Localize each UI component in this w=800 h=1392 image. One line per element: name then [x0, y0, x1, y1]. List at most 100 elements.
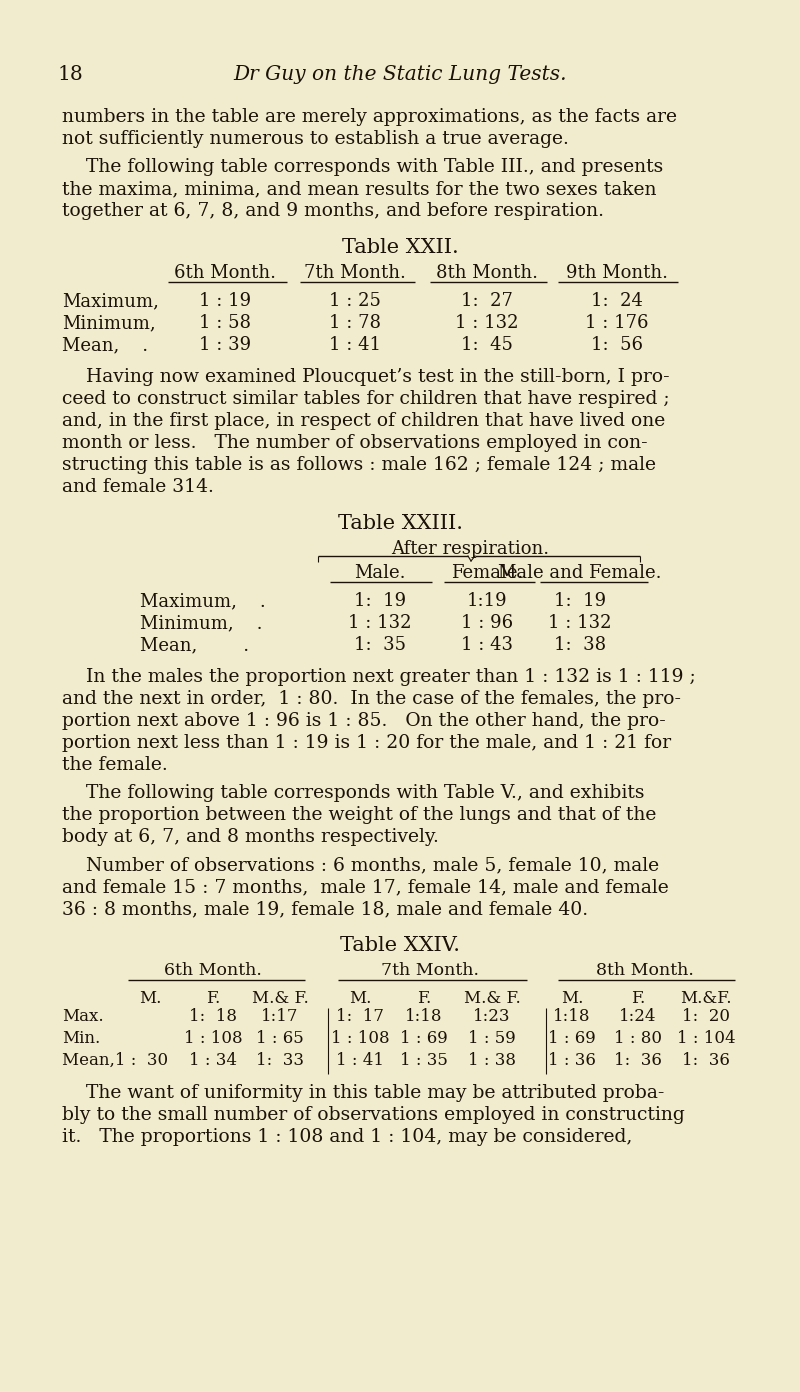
- Text: 1 : 39: 1 : 39: [199, 335, 251, 354]
- Text: body at 6, 7, and 8 months respectively.: body at 6, 7, and 8 months respectively.: [62, 828, 439, 846]
- Text: 1 : 25: 1 : 25: [329, 292, 381, 310]
- Text: 1:18: 1:18: [406, 1008, 442, 1025]
- Text: M.&F.: M.&F.: [680, 990, 732, 1006]
- Text: 8th Month.: 8th Month.: [596, 962, 694, 979]
- Text: and female 15 : 7 months,  male 17, female 14, male and female: and female 15 : 7 months, male 17, femal…: [62, 878, 669, 896]
- Text: portion next above 1 : 96 is 1 : 85.   On the other hand, the pro-: portion next above 1 : 96 is 1 : 85. On …: [62, 711, 666, 729]
- Text: Dr Guy on the Static Lung Tests.: Dr Guy on the Static Lung Tests.: [234, 65, 566, 84]
- Text: and the next in order,  1 : 80.  In the case of the females, the pro-: and the next in order, 1 : 80. In the ca…: [62, 690, 681, 709]
- Text: portion next less than 1 : 19 is 1 : 20 for the male, and 1 : 21 for: portion next less than 1 : 19 is 1 : 20 …: [62, 734, 671, 752]
- Text: 8th Month.: 8th Month.: [436, 264, 538, 283]
- Text: Table XXII.: Table XXII.: [342, 238, 458, 258]
- Text: M.: M.: [139, 990, 161, 1006]
- Text: Maximum,    .: Maximum, .: [140, 592, 266, 610]
- Text: Min.: Min.: [62, 1030, 100, 1047]
- Text: M.& F.: M.& F.: [464, 990, 520, 1006]
- Text: 1 : 108: 1 : 108: [330, 1030, 390, 1047]
- Text: F.: F.: [417, 990, 431, 1006]
- Text: 1:23: 1:23: [474, 1008, 510, 1025]
- Text: bly to the small number of observations employed in constructing: bly to the small number of observations …: [62, 1107, 685, 1123]
- Text: 9th Month.: 9th Month.: [566, 264, 668, 283]
- Text: the maxima, minima, and mean results for the two sexes taken: the maxima, minima, and mean results for…: [62, 180, 657, 198]
- Text: 1 : 108: 1 : 108: [184, 1030, 242, 1047]
- Text: 1:  24: 1: 24: [591, 292, 643, 310]
- Text: Number of observations : 6 months, male 5, female 10, male: Number of observations : 6 months, male …: [62, 856, 659, 874]
- Text: 1 : 80: 1 : 80: [614, 1030, 662, 1047]
- Text: 7th Month.: 7th Month.: [304, 264, 406, 283]
- Text: 1:19: 1:19: [466, 592, 507, 610]
- Text: 1 : 104: 1 : 104: [677, 1030, 735, 1047]
- Text: and female 314.: and female 314.: [62, 477, 214, 496]
- Text: Maximum,: Maximum,: [62, 292, 159, 310]
- Text: 6th Month.: 6th Month.: [164, 962, 262, 979]
- Text: 1 : 65: 1 : 65: [256, 1030, 304, 1047]
- Text: 1:  33: 1: 33: [256, 1052, 304, 1069]
- Text: F.: F.: [206, 990, 220, 1006]
- Text: 1:  36: 1: 36: [682, 1052, 730, 1069]
- Text: 6th Month.: 6th Month.: [174, 264, 276, 283]
- Text: M.: M.: [349, 990, 371, 1006]
- Text: it.   The proportions 1 : 108 and 1 : 104, may be considered,: it. The proportions 1 : 108 and 1 : 104,…: [62, 1128, 632, 1146]
- Text: 1 : 19: 1 : 19: [199, 292, 251, 310]
- Text: 1:  27: 1: 27: [461, 292, 513, 310]
- Text: 1:  38: 1: 38: [554, 636, 606, 654]
- Text: 1:  17: 1: 17: [336, 1008, 384, 1025]
- Text: 36 : 8 months, male 19, female 18, male and female 40.: 36 : 8 months, male 19, female 18, male …: [62, 901, 588, 917]
- Text: structing this table is as follows : male 162 ; female 124 ; male: structing this table is as follows : mal…: [62, 457, 656, 475]
- Text: 1 : 132: 1 : 132: [548, 614, 612, 632]
- Text: 1:18: 1:18: [554, 1008, 590, 1025]
- Text: M.& F.: M.& F.: [252, 990, 308, 1006]
- Text: The following table corresponds with Table V., and exhibits: The following table corresponds with Tab…: [62, 784, 645, 802]
- Text: Mean,        .: Mean, .: [140, 636, 249, 654]
- Text: Mean,1 :  30: Mean,1 : 30: [62, 1052, 168, 1069]
- Text: 18: 18: [58, 65, 84, 84]
- Text: 1:24: 1:24: [619, 1008, 657, 1025]
- Text: 1:  18: 1: 18: [189, 1008, 237, 1025]
- Text: 1:  35: 1: 35: [354, 636, 406, 654]
- Text: After respiration.: After respiration.: [391, 540, 549, 558]
- Text: 7th Month.: 7th Month.: [381, 962, 479, 979]
- Text: Table XXIV.: Table XXIV.: [340, 935, 460, 955]
- Text: F.: F.: [631, 990, 645, 1006]
- Text: The following table corresponds with Table III., and presents: The following table corresponds with Tab…: [62, 159, 663, 175]
- Text: Male and Female.: Male and Female.: [498, 564, 662, 582]
- Text: 1 : 38: 1 : 38: [468, 1052, 516, 1069]
- Text: not sufficiently numerous to establish a true average.: not sufficiently numerous to establish a…: [62, 129, 569, 148]
- Text: 1 : 69: 1 : 69: [548, 1030, 596, 1047]
- Text: together at 6, 7, 8, and 9 months, and before respiration.: together at 6, 7, 8, and 9 months, and b…: [62, 202, 604, 220]
- Text: 1 : 69: 1 : 69: [400, 1030, 448, 1047]
- Text: Having now examined Ploucquet’s test in the still-born, I pro-: Having now examined Ploucquet’s test in …: [62, 367, 670, 386]
- Text: Minimum,    .: Minimum, .: [140, 614, 262, 632]
- Text: numbers in the table are merely approximations, as the facts are: numbers in the table are merely approxim…: [62, 109, 677, 127]
- Text: 1:  45: 1: 45: [461, 335, 513, 354]
- Text: The want of uniformity in this table may be attributed proba-: The want of uniformity in this table may…: [62, 1084, 664, 1102]
- Text: 1:  20: 1: 20: [682, 1008, 730, 1025]
- Text: Female.: Female.: [451, 564, 523, 582]
- Text: 1 : 34: 1 : 34: [189, 1052, 237, 1069]
- Text: Table XXIII.: Table XXIII.: [338, 514, 462, 533]
- Text: Mean,    .: Mean, .: [62, 335, 148, 354]
- Text: Max.: Max.: [62, 1008, 104, 1025]
- Text: 1 : 41: 1 : 41: [329, 335, 381, 354]
- Text: 1 : 58: 1 : 58: [199, 315, 251, 333]
- Text: 1:17: 1:17: [262, 1008, 298, 1025]
- Text: 1:  56: 1: 56: [591, 335, 643, 354]
- Text: M.: M.: [561, 990, 583, 1006]
- Text: the female.: the female.: [62, 756, 168, 774]
- Text: 1 : 35: 1 : 35: [400, 1052, 448, 1069]
- Text: Minimum,: Minimum,: [62, 315, 156, 333]
- Text: ceed to construct similar tables for children that have respired ;: ceed to construct similar tables for chi…: [62, 390, 670, 408]
- Text: month or less.   The number of observations employed in con-: month or less. The number of observation…: [62, 434, 648, 452]
- Text: 1 : 36: 1 : 36: [548, 1052, 596, 1069]
- Text: 1 : 78: 1 : 78: [329, 315, 381, 333]
- Text: 1 : 176: 1 : 176: [586, 315, 649, 333]
- Text: 1:  36: 1: 36: [614, 1052, 662, 1069]
- Text: 1 : 96: 1 : 96: [461, 614, 513, 632]
- Text: 1 : 59: 1 : 59: [468, 1030, 516, 1047]
- Text: 1 : 132: 1 : 132: [348, 614, 412, 632]
- Text: Male.: Male.: [354, 564, 406, 582]
- Text: 1 : 132: 1 : 132: [455, 315, 518, 333]
- Text: 1 : 43: 1 : 43: [461, 636, 513, 654]
- Text: the proportion between the weight of the lungs and that of the: the proportion between the weight of the…: [62, 806, 656, 824]
- Text: In the males the proportion next greater than 1 : 132 is 1 : 119 ;: In the males the proportion next greater…: [62, 668, 696, 686]
